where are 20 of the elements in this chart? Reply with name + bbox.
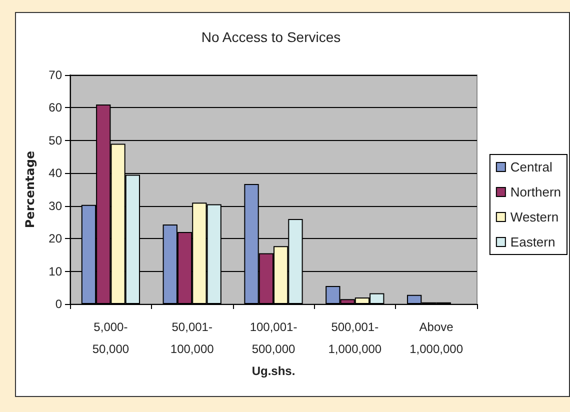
y-tick-label: 20	[48, 232, 62, 246]
x-tick-label: 50,001- 100,000	[170, 320, 214, 356]
legend-label: Central	[510, 160, 552, 174]
x-tick-label: 500,001- 1,000,000	[328, 320, 382, 356]
legend-label: Western	[510, 210, 559, 224]
y-tick-label: 30	[48, 198, 62, 213]
x-tick-label: 5,000- 50,000	[92, 320, 130, 356]
legend-label: Eastern	[510, 234, 556, 250]
y-tick-label: 50	[48, 133, 62, 148]
x-axis-title: Ug.shs.	[252, 364, 296, 378]
y-tick-label: 0	[55, 297, 62, 311]
y-tick-label: 40	[48, 166, 62, 180]
y-tick-label: 70	[48, 68, 62, 82]
y-axis-title: Percentage	[23, 150, 37, 228]
x-tick-label: 100,001- 500,000	[250, 320, 298, 356]
x-tick-label: Above 1,000,000	[410, 320, 464, 356]
y-tick-label: 10	[48, 264, 62, 278]
legend-label: Northern	[510, 184, 561, 200]
y-tick-label: 60	[48, 100, 62, 115]
chart-title: No Access to Services	[201, 29, 341, 45]
